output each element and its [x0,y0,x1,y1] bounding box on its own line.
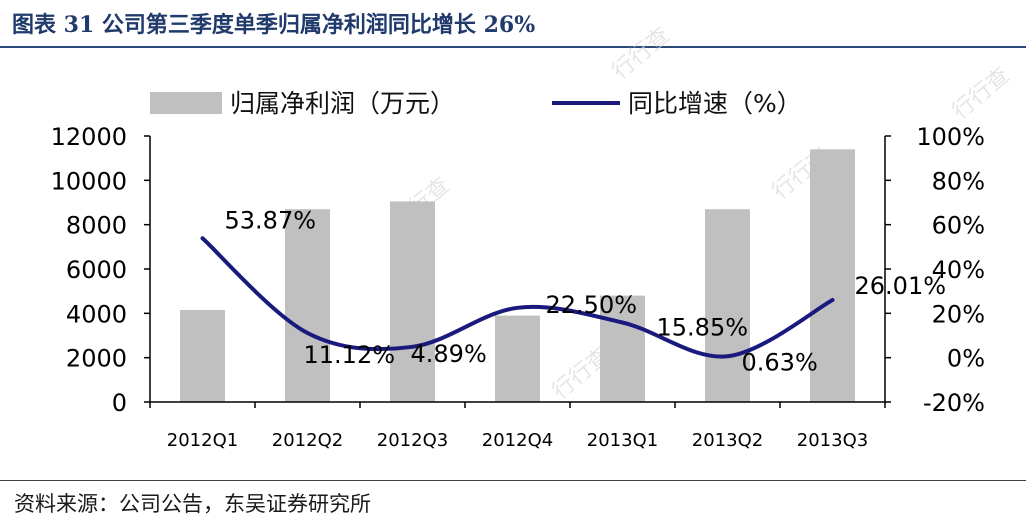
right-tick-label: 20% [932,300,985,328]
growth-line [200,236,835,359]
x-tick-label: 2012Q1 [167,430,238,451]
left-tick-label: 12000 [51,123,127,151]
bar-2013Q3 [810,149,855,402]
data-label: 11.12% [304,341,396,369]
watermark-text: 行行查 [608,23,675,85]
x-tick-label: 2012Q3 [377,430,448,451]
bar-series [180,149,855,402]
right-tick-label: -20% [923,389,985,417]
x-tick-label: 2013Q1 [587,430,658,451]
legend-bar-swatch [150,92,222,114]
bar-2012Q3 [390,201,435,402]
source-note: 资料来源：公司公告，东吴证券研究所 [14,492,371,516]
x-tick-label: 2012Q4 [482,430,553,451]
chart-legend: 归属净利润（万元） 同比增速（%） [150,89,802,118]
left-tick-label: 0 [112,389,127,417]
bar-2012Q4 [495,315,540,402]
right-tick-label: 60% [932,212,985,240]
data-label: 15.85% [657,314,749,342]
data-label: 53.87% [225,206,317,234]
right-tick-label: 80% [932,167,985,195]
left-tick-label: 10000 [51,167,127,195]
right-tick-label: 0% [947,345,985,373]
left-tick-label: 4000 [66,300,127,328]
figure-title: 图表 31 公司第三季度单季归属净利润同比增长 26% [12,12,536,38]
bar-2013Q1 [600,295,645,402]
bar-2012Q2 [285,209,330,402]
line-series [200,236,835,359]
title-rule [0,46,1026,48]
legend-line-label: 同比增速（%） [628,89,802,118]
x-tick-label: 2013Q2 [692,430,763,451]
axes: 0 2000 4000 6000 8000 10000 12000 -20% 0% 20% 40% 6… [51,123,985,451]
legend-bar-label: 归属净利润（万元） [230,89,455,118]
data-labels: 53.87% 11.12% 4.89% 22.50% 15.85% 0.63% 26.01% [225,206,947,376]
left-tick-label: 2000 [66,345,127,373]
bar-2013Q2 [705,209,750,402]
data-label: 0.63% [742,348,818,376]
left-tick-label: 6000 [66,256,127,284]
x-tick-label: 2012Q2 [272,430,343,451]
source-rule [0,480,1026,481]
watermark-text: 行行查 [948,63,1015,125]
bar-2012Q1 [180,310,225,402]
left-tick-label: 8000 [66,212,127,240]
data-label: 26.01% [855,272,947,300]
data-label: 4.89% [411,340,487,368]
combo-chart: 行行查行行查行行查行行查行行查 归属净利润（万元） 同比增速（%） 020004… [51,23,1015,451]
x-tick-label: 2013Q3 [797,430,868,451]
right-tick-label: 100% [916,123,985,151]
right-tick-label: 40% [932,256,985,284]
data-label: 22.50% [546,291,638,319]
